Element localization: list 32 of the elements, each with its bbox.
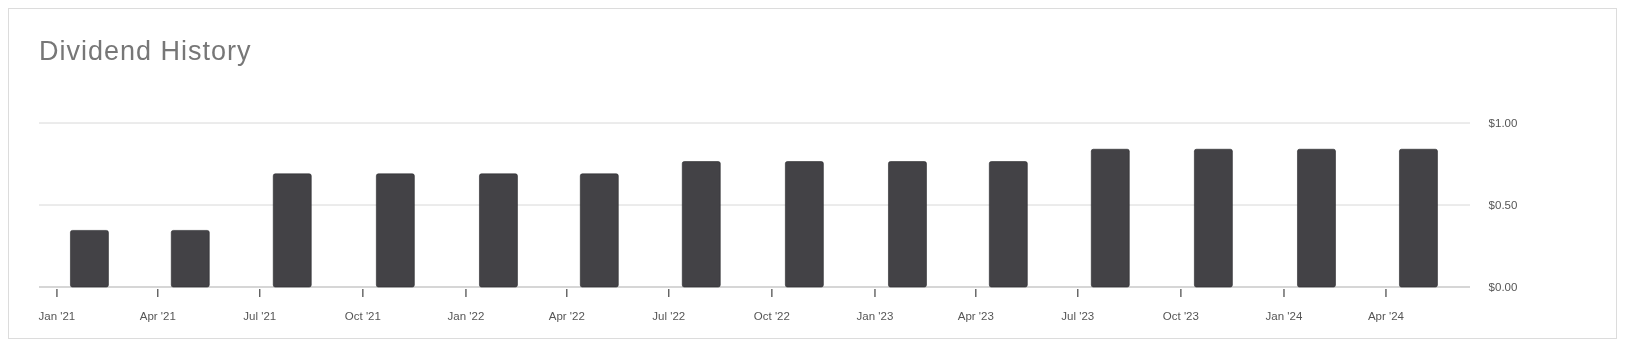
bar xyxy=(1399,148,1438,288)
bar xyxy=(272,173,312,288)
x-tick-label: Oct '22 xyxy=(753,310,790,322)
y-tick-label: $0.00 xyxy=(1488,281,1518,293)
x-tick-label: Jul '22 xyxy=(652,310,686,322)
bar xyxy=(580,173,619,288)
x-tick-label: Apr '24 xyxy=(1367,310,1405,322)
bar xyxy=(785,161,824,288)
x-tick-label: Apr '23 xyxy=(957,310,994,322)
x-tick-label: Apr '21 xyxy=(139,310,176,322)
x-tick-label: Jan '23 xyxy=(856,310,894,322)
y-tick-label: $1.00 xyxy=(1488,117,1518,129)
bar xyxy=(1090,148,1130,288)
bar xyxy=(70,230,109,288)
x-tick-label: Oct '23 xyxy=(1162,310,1199,322)
x-tick-label: Oct '21 xyxy=(344,310,381,322)
bar xyxy=(888,161,927,288)
bar xyxy=(1194,148,1233,288)
bar xyxy=(989,161,1028,288)
bar xyxy=(681,161,721,288)
x-tick-label: Jan '22 xyxy=(447,310,485,322)
bar xyxy=(170,230,210,288)
x-tick-label: Jul '21 xyxy=(243,310,277,322)
x-tick-label: Apr '22 xyxy=(548,310,585,322)
bar xyxy=(479,173,518,288)
bar xyxy=(1297,148,1336,288)
x-tick-label: Jul '23 xyxy=(1061,310,1095,322)
chart-title: Dividend History xyxy=(39,36,252,66)
x-tick-label: Jan '21 xyxy=(38,310,76,322)
x-tick-label: Jan '24 xyxy=(1265,310,1303,322)
y-tick-label: $0.50 xyxy=(1488,199,1518,211)
bar xyxy=(376,173,415,288)
